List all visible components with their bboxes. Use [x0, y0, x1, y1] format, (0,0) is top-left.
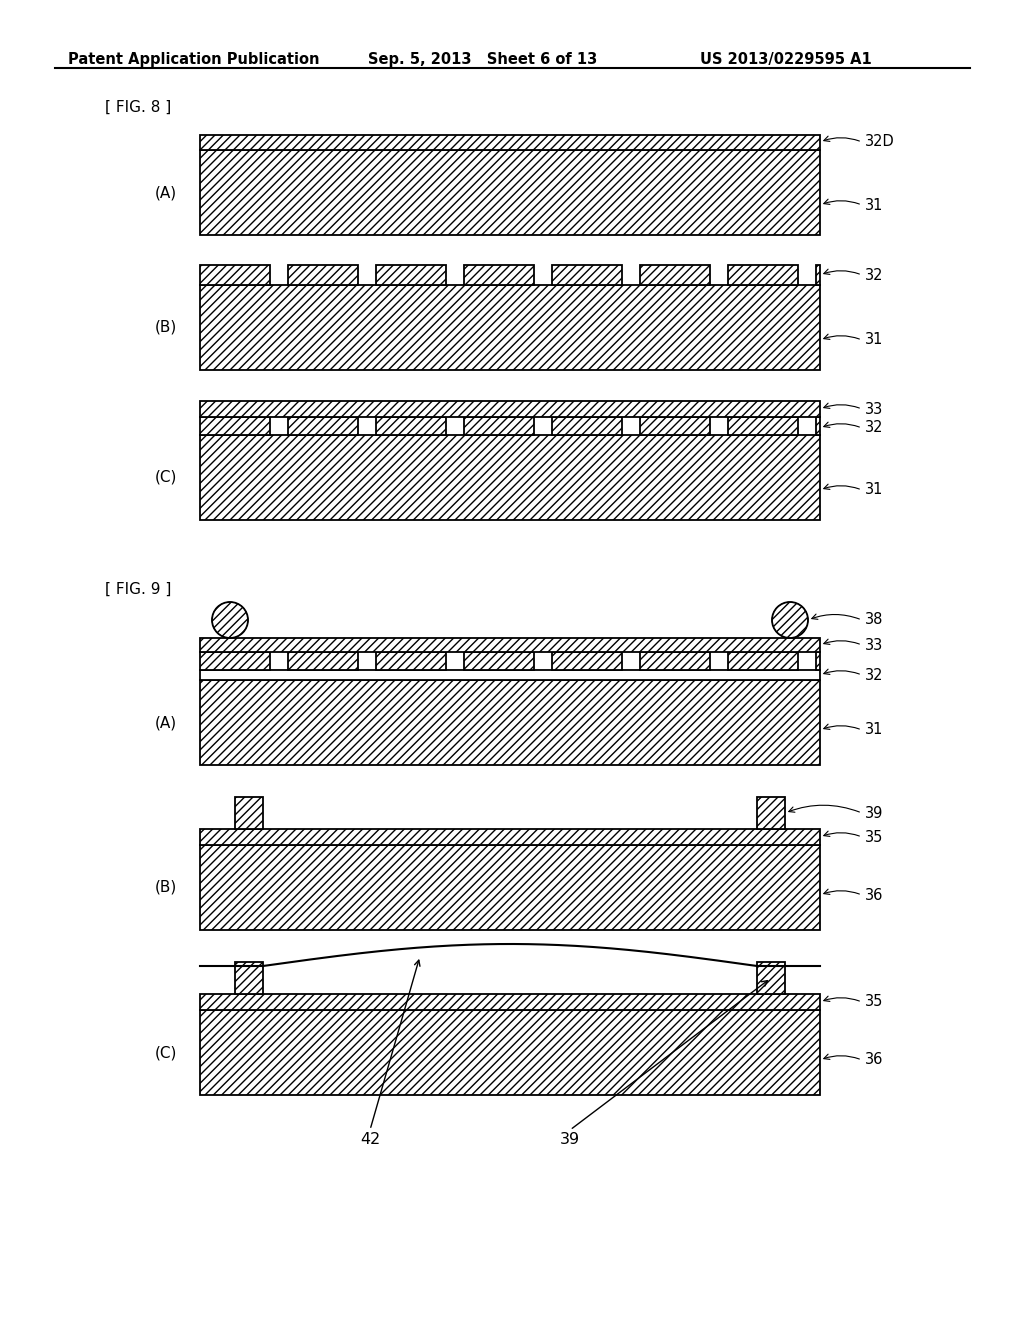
Text: 32: 32 — [865, 268, 884, 282]
Bar — [728, 265, 798, 285]
Text: Patent Application Publication: Patent Application Publication — [68, 51, 319, 67]
Text: 33: 33 — [865, 401, 884, 417]
Bar — [376, 652, 446, 671]
Bar — [640, 652, 710, 671]
Text: 32: 32 — [865, 421, 884, 436]
Text: 35: 35 — [865, 829, 884, 845]
Bar — [234, 797, 263, 829]
Text: Sep. 5, 2013   Sheet 6 of 13: Sep. 5, 2013 Sheet 6 of 13 — [368, 51, 597, 67]
Bar — [552, 652, 622, 671]
Bar — [200, 285, 820, 370]
Bar — [464, 652, 534, 671]
Text: 31: 31 — [865, 722, 884, 738]
Text: 31: 31 — [865, 198, 884, 213]
Bar — [200, 994, 820, 1010]
Text: 36: 36 — [865, 887, 884, 903]
Bar — [200, 680, 820, 766]
Bar — [464, 417, 534, 436]
Text: (B): (B) — [155, 319, 177, 335]
Bar — [200, 417, 270, 436]
Text: 32: 32 — [865, 668, 884, 682]
Bar — [757, 962, 785, 994]
Text: 36: 36 — [865, 1052, 884, 1068]
Bar — [288, 652, 358, 671]
Text: 31: 31 — [865, 483, 884, 498]
Bar — [200, 671, 820, 680]
Bar — [200, 150, 820, 235]
Text: (C): (C) — [155, 1045, 177, 1060]
Bar — [728, 652, 798, 671]
Text: (B): (B) — [155, 880, 177, 895]
Text: (C): (C) — [155, 470, 177, 484]
Text: (A): (A) — [155, 715, 177, 730]
Text: 38: 38 — [865, 612, 884, 627]
Text: 35: 35 — [865, 994, 884, 1010]
Bar — [200, 265, 270, 285]
Bar — [288, 417, 358, 436]
Text: 39: 39 — [560, 1133, 580, 1147]
Bar — [728, 417, 798, 436]
Text: (A): (A) — [155, 185, 177, 201]
Text: 39: 39 — [865, 805, 884, 821]
Bar — [200, 436, 820, 520]
Text: 32D: 32D — [865, 135, 895, 149]
Bar — [816, 652, 820, 671]
Bar — [816, 417, 820, 436]
Bar — [640, 417, 710, 436]
Bar — [200, 638, 820, 652]
Text: US 2013/0229595 A1: US 2013/0229595 A1 — [700, 51, 871, 67]
Bar — [376, 265, 446, 285]
Bar — [200, 1010, 820, 1096]
Text: 42: 42 — [359, 1133, 380, 1147]
Bar — [464, 265, 534, 285]
Circle shape — [212, 602, 248, 638]
Circle shape — [772, 602, 808, 638]
Bar — [200, 135, 820, 150]
Bar — [552, 265, 622, 285]
Bar — [376, 417, 446, 436]
Text: [ FIG. 8 ]: [ FIG. 8 ] — [105, 100, 171, 115]
Bar — [288, 265, 358, 285]
Bar — [200, 401, 820, 417]
Bar — [200, 652, 270, 671]
Text: 31: 31 — [865, 333, 884, 347]
Bar — [200, 845, 820, 931]
Bar — [552, 417, 622, 436]
Text: 33: 33 — [865, 638, 884, 652]
Bar — [816, 265, 820, 285]
Bar — [234, 962, 263, 994]
Bar — [757, 797, 785, 829]
Bar — [200, 829, 820, 845]
Bar — [640, 265, 710, 285]
Text: [ FIG. 9 ]: [ FIG. 9 ] — [105, 582, 171, 597]
